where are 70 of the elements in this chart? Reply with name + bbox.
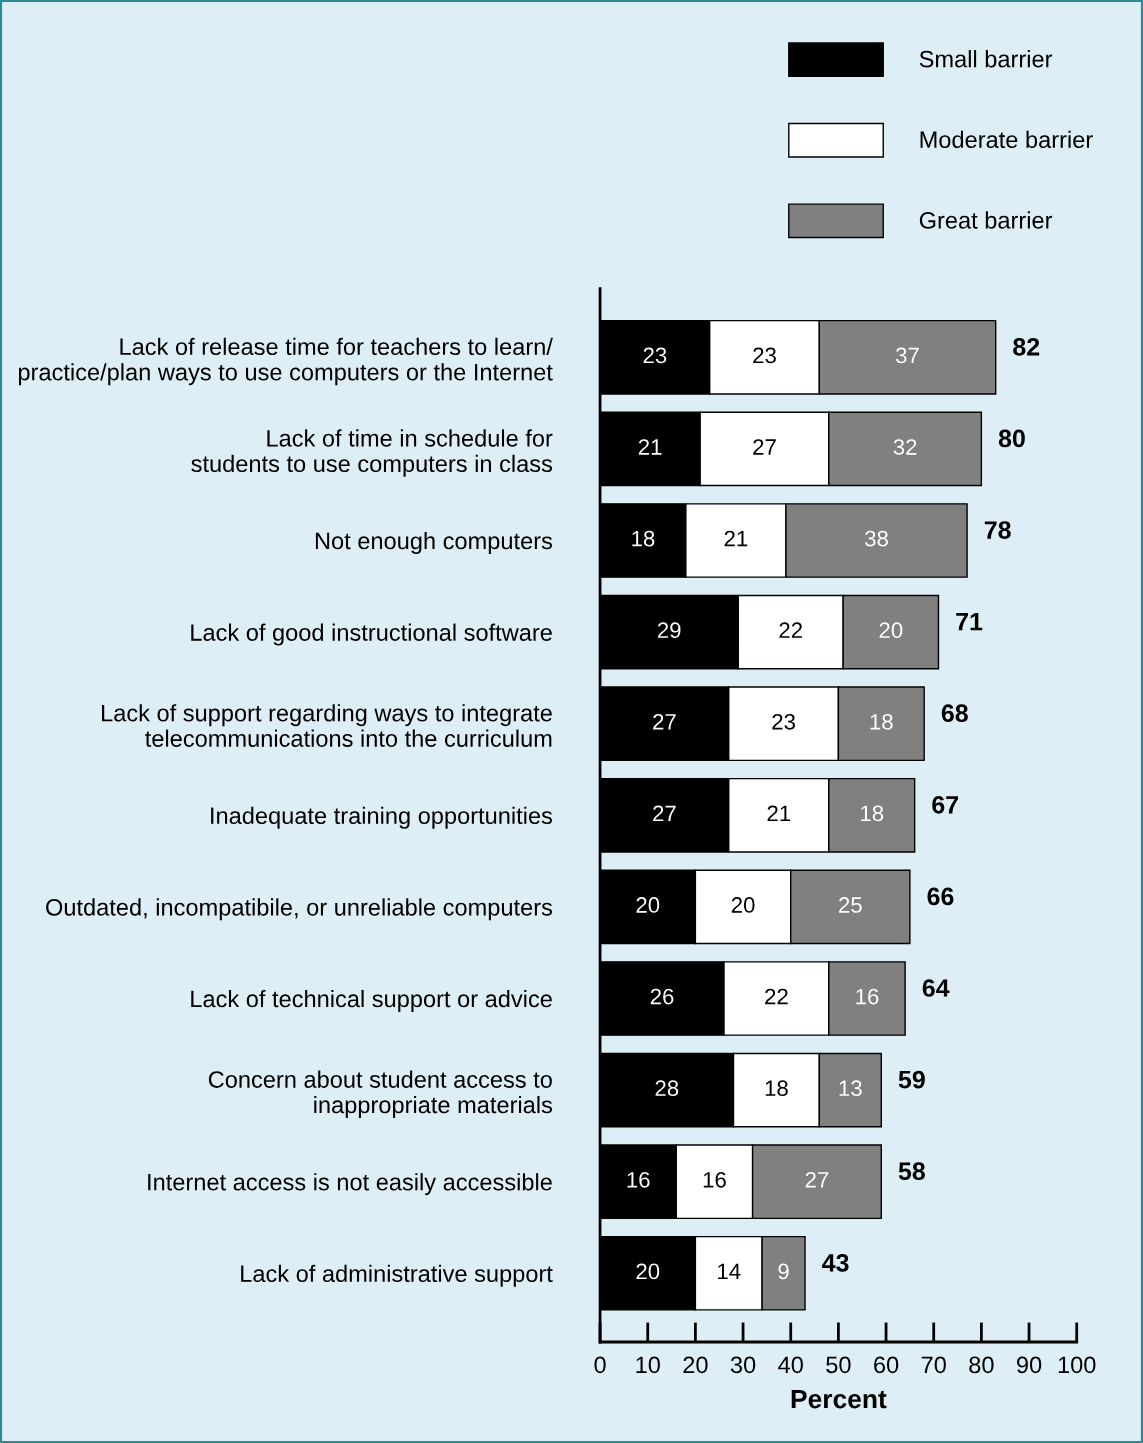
x-tick-label: 100 (1058, 1356, 1096, 1374)
total-label: 64 (922, 979, 950, 997)
data-label: 18 (861, 805, 884, 822)
y-tick-label: Lack of technical support or advice (191, 989, 552, 1012)
total-label: 58 (898, 1162, 925, 1181)
data-label: 9 (778, 1263, 789, 1280)
data-label: 22 (765, 988, 788, 1005)
data-label: 20 (636, 897, 660, 913)
data-label: 27 (653, 713, 676, 730)
data-label: 20 (636, 1263, 660, 1280)
total-label: 71 (956, 613, 983, 631)
data-label: 18 (870, 713, 893, 730)
x-tick-label: 0 (594, 1356, 606, 1374)
y-tick-label: Lack of time in schedule for students to use computers in class (191, 429, 553, 477)
x-tick-label: 90 (1017, 1356, 1042, 1374)
x-tick-label: 60 (874, 1356, 899, 1374)
legend-label: Moderate barrier (920, 130, 1093, 149)
data-label: 27 (753, 439, 776, 455)
total-label: 67 (932, 795, 959, 814)
legend-label: Small barrier (919, 50, 1053, 68)
y-tick-label: Lack of support regarding ways to integrate telecommunications into the curriculum (102, 704, 552, 747)
data-label: 27 (653, 805, 676, 822)
y-tick-label: Concern about student access to inappropriate materials (208, 1070, 553, 1118)
total-label: 80 (998, 429, 1025, 448)
legend-label: Great barrier (919, 211, 1053, 229)
data-label: 14 (718, 1263, 741, 1280)
data-label: 16 (856, 988, 879, 1005)
data-label: 20 (879, 622, 903, 639)
x-tick-label: 80 (969, 1356, 994, 1374)
x-tick-label: 10 (636, 1356, 660, 1374)
data-label: 23 (643, 347, 667, 364)
data-label: 25 (839, 897, 862, 913)
y-tick-label: Internet access is not easily accessible (148, 1173, 552, 1196)
x-tick-label: 40 (778, 1356, 803, 1374)
y-tick-label: Not enough computers (315, 531, 553, 554)
data-label: 23 (772, 713, 795, 730)
data-label: 28 (655, 1080, 679, 1097)
data-label: 13 (839, 1080, 862, 1097)
x-tick-label: 50 (826, 1356, 851, 1374)
total-label: 68 (941, 704, 968, 723)
data-label: 21 (724, 530, 748, 547)
data-label: 37 (895, 347, 919, 364)
data-label: 23 (753, 347, 776, 364)
data-label: 18 (632, 530, 655, 547)
data-label: 16 (627, 1171, 650, 1188)
x-tick-label: 20 (683, 1356, 708, 1374)
data-label: 26 (650, 988, 674, 1005)
x-tick-label: 30 (730, 1356, 756, 1374)
y-tick-label: Outdated, incompatibile, or unreliable computers (46, 898, 553, 921)
data-label: 29 (657, 622, 681, 639)
data-label: 21 (767, 805, 791, 822)
x-tick-label: 70 (921, 1356, 946, 1374)
data-label: 20 (731, 897, 755, 913)
data-label: 27 (805, 1171, 829, 1188)
y-tick-label: Lack of good instructional software (191, 623, 552, 646)
data-label: 38 (865, 530, 888, 547)
data-label: 18 (765, 1080, 788, 1097)
data-label: 22 (779, 622, 802, 638)
y-tick-label: Lack of release time for teachers to learn/ practice/plan ways to use computers or the Internet (18, 337, 553, 386)
data-label: 21 (638, 439, 662, 455)
data-label: 32 (893, 439, 917, 455)
data-label: 16 (703, 1171, 726, 1188)
total-label: 82 (1013, 337, 1040, 356)
total-label: 66 (927, 887, 954, 906)
x-axis-title: Percent (791, 1389, 887, 1409)
total-label: 59 (898, 1070, 925, 1089)
y-tick-label: Inadequate training opportunities (211, 806, 553, 829)
total-label: 43 (822, 1253, 849, 1272)
total-label: 78 (984, 521, 1011, 539)
y-tick-label: Lack of administrative support (241, 1264, 553, 1287)
